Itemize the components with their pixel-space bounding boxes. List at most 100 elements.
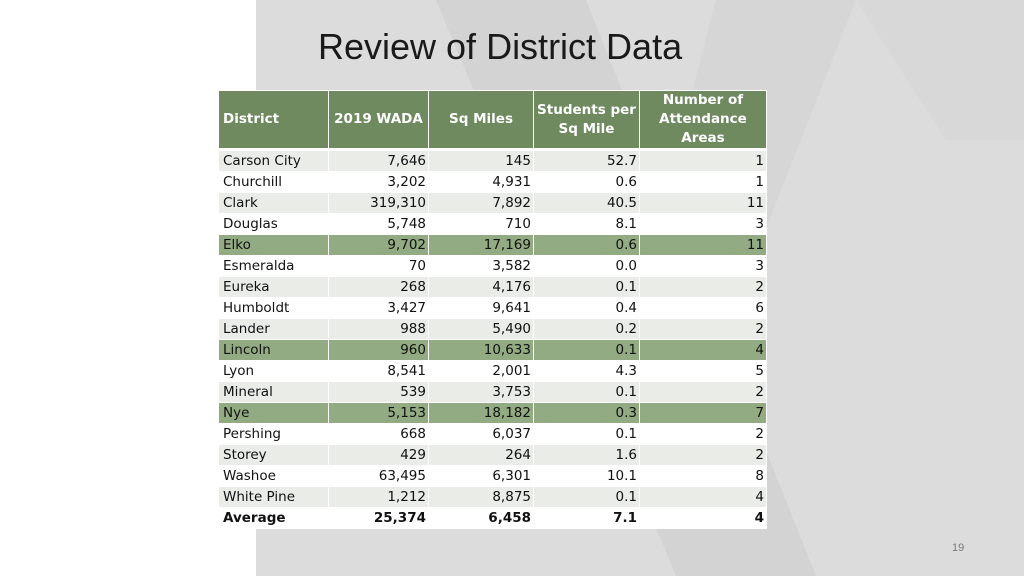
cell-district: Lyon — [218, 360, 329, 382]
cell-district: Nye — [218, 402, 329, 424]
table-row: Eureka 268 4,176 0.1 2 — [218, 276, 767, 298]
cell-students-per-sq-mile: 0.1 — [533, 486, 640, 508]
cell-sq-miles: 18,182 — [428, 402, 534, 424]
cell-students-per-sq-mile: 4.3 — [533, 360, 640, 382]
cell-district: Churchill — [218, 171, 329, 193]
table-header-row: District 2019 WADA Sq Miles Students per… — [218, 90, 767, 151]
table-row: Clark 319,310 7,892 40.5 11 — [218, 192, 767, 214]
cell-sq-miles: 3,753 — [428, 381, 534, 403]
cell-sq-miles: 4,931 — [428, 171, 534, 193]
cell-wada: 319,310 — [328, 192, 429, 214]
header-attendance-areas: Number of Attendance Areas — [639, 90, 767, 151]
cell-attendance-areas: 2 — [639, 423, 767, 445]
cell-sq-miles: 145 — [428, 149, 534, 172]
cell-district: Average — [218, 507, 329, 529]
header-sq-miles: Sq Miles — [428, 90, 534, 151]
cell-wada: 960 — [328, 339, 429, 361]
average-row: Average 25,374 6,458 7.1 4 — [218, 507, 767, 529]
cell-students-per-sq-mile: 0.4 — [533, 297, 640, 319]
cell-students-per-sq-mile: 0.6 — [533, 234, 640, 256]
cell-attendance-areas: 6 — [639, 297, 767, 319]
cell-wada: 3,202 — [328, 171, 429, 193]
table-row: Lincoln 960 10,633 0.1 4 — [218, 339, 767, 361]
cell-wada: 539 — [328, 381, 429, 403]
cell-district: Elko — [218, 234, 329, 256]
cell-sq-miles: 4,176 — [428, 276, 534, 298]
table-row: Humboldt 3,427 9,641 0.4 6 — [218, 297, 767, 319]
cell-district: Storey — [218, 444, 329, 466]
cell-attendance-areas: 2 — [639, 444, 767, 466]
cell-attendance-areas: 1 — [639, 149, 767, 172]
cell-students-per-sq-mile: 7.1 — [533, 507, 640, 529]
cell-attendance-areas: 2 — [639, 318, 767, 340]
header-wada: 2019 WADA — [328, 90, 429, 151]
cell-sq-miles: 6,037 — [428, 423, 534, 445]
table-row: Douglas 5,748 710 8.1 3 — [218, 213, 767, 235]
table-row: Washoe 63,495 6,301 10.1 8 — [218, 465, 767, 487]
cell-students-per-sq-mile: 0.6 — [533, 171, 640, 193]
cell-students-per-sq-mile: 40.5 — [533, 192, 640, 214]
cell-wada: 70 — [328, 255, 429, 277]
cell-sq-miles: 10,633 — [428, 339, 534, 361]
table-row: Esmeralda 70 3,582 0.0 3 — [218, 255, 767, 277]
header-students-per-sq-mile: Students per Sq Mile — [533, 90, 640, 151]
cell-attendance-areas: 4 — [639, 486, 767, 508]
cell-students-per-sq-mile: 0.0 — [533, 255, 640, 277]
cell-wada: 7,646 — [328, 149, 429, 172]
cell-students-per-sq-mile: 0.1 — [533, 339, 640, 361]
cell-district: Carson City — [218, 149, 329, 172]
cell-wada: 9,702 — [328, 234, 429, 256]
table-row: White Pine 1,212 8,875 0.1 4 — [218, 486, 767, 508]
table-row: Lander 988 5,490 0.2 2 — [218, 318, 767, 340]
cell-attendance-areas: 4 — [639, 339, 767, 361]
table-row: Nye 5,153 18,182 0.3 7 — [218, 402, 767, 424]
cell-district: White Pine — [218, 486, 329, 508]
district-data-table: District 2019 WADA Sq Miles Students per… — [218, 90, 767, 529]
cell-sq-miles: 5,490 — [428, 318, 534, 340]
cell-district: Pershing — [218, 423, 329, 445]
table-row: Pershing 668 6,037 0.1 2 — [218, 423, 767, 445]
cell-sq-miles: 3,582 — [428, 255, 534, 277]
table-row: Churchill 3,202 4,931 0.6 1 — [218, 171, 767, 193]
cell-students-per-sq-mile: 8.1 — [533, 213, 640, 235]
cell-attendance-areas: 11 — [639, 234, 767, 256]
cell-students-per-sq-mile: 52.7 — [533, 149, 640, 172]
cell-district: Washoe — [218, 465, 329, 487]
cell-district: Lander — [218, 318, 329, 340]
cell-sq-miles: 264 — [428, 444, 534, 466]
cell-sq-miles: 6,301 — [428, 465, 534, 487]
cell-wada: 268 — [328, 276, 429, 298]
cell-students-per-sq-mile: 0.1 — [533, 423, 640, 445]
cell-wada: 668 — [328, 423, 429, 445]
cell-attendance-areas: 3 — [639, 255, 767, 277]
table-row: Elko 9,702 17,169 0.6 11 — [218, 234, 767, 256]
cell-district: Eureka — [218, 276, 329, 298]
cell-attendance-areas: 7 — [639, 402, 767, 424]
cell-district: Douglas — [218, 213, 329, 235]
cell-wada: 25,374 — [328, 507, 429, 529]
cell-sq-miles: 17,169 — [428, 234, 534, 256]
table-row: Mineral 539 3,753 0.1 2 — [218, 381, 767, 403]
cell-attendance-areas: 2 — [639, 276, 767, 298]
cell-wada: 63,495 — [328, 465, 429, 487]
cell-attendance-areas: 5 — [639, 360, 767, 382]
cell-sq-miles: 6,458 — [428, 507, 534, 529]
cell-sq-miles: 9,641 — [428, 297, 534, 319]
cell-attendance-areas: 1 — [639, 171, 767, 193]
cell-wada: 3,427 — [328, 297, 429, 319]
cell-wada: 5,153 — [328, 402, 429, 424]
page-number: 19 — [952, 542, 965, 554]
cell-district: Lincoln — [218, 339, 329, 361]
slide-title: Review of District Data — [318, 26, 683, 67]
cell-district: Esmeralda — [218, 255, 329, 277]
cell-attendance-areas: 2 — [639, 381, 767, 403]
cell-attendance-areas: 3 — [639, 213, 767, 235]
cell-attendance-areas: 8 — [639, 465, 767, 487]
cell-sq-miles: 2,001 — [428, 360, 534, 382]
table-row: Lyon 8,541 2,001 4.3 5 — [218, 360, 767, 382]
cell-district: Humboldt — [218, 297, 329, 319]
cell-students-per-sq-mile: 0.1 — [533, 276, 640, 298]
table-row: Storey 429 264 1.6 2 — [218, 444, 767, 466]
cell-students-per-sq-mile: 10.1 — [533, 465, 640, 487]
cell-students-per-sq-mile: 1.6 — [533, 444, 640, 466]
